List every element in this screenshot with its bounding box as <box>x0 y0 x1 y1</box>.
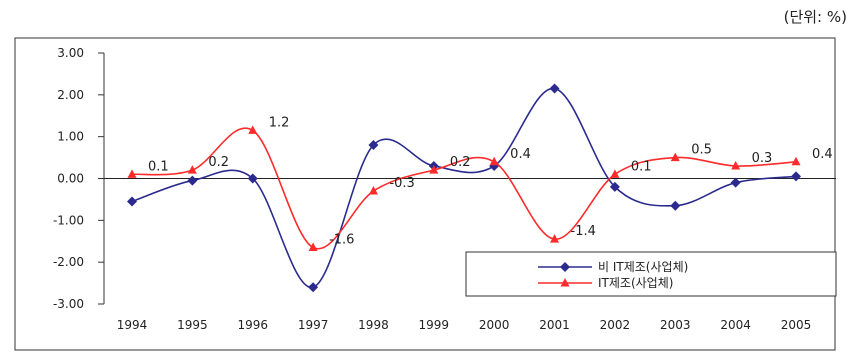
data-point <box>489 156 499 166</box>
x-tick-label: 1999 <box>419 318 450 332</box>
legend-marker <box>560 278 570 287</box>
y-tick-label: -2.00 <box>53 255 84 269</box>
data-label: 1.2 <box>269 115 290 130</box>
x-axis-ticks: 1994 1995 1996 1997 1998 1999 2000 2001 2002 2003… <box>117 318 812 332</box>
series-layer <box>127 83 801 293</box>
series-2 <box>127 125 801 252</box>
data-label: 0.2 <box>450 155 471 170</box>
data-point <box>730 177 741 188</box>
data-labels: 0.1 0.2 1.2 -1.6 -0.3 0.2 0.4 -1.4 0.1 0.5 0.3 0.4 <box>148 115 833 247</box>
data-point <box>429 165 439 174</box>
x-tick-label: 2004 <box>720 318 751 332</box>
data-label: 0.4 <box>510 147 531 162</box>
data-label: 0.3 <box>752 151 773 166</box>
data-point <box>791 156 801 166</box>
data-label: -0.3 <box>389 176 414 191</box>
data-point <box>791 171 801 182</box>
data-point <box>308 282 319 293</box>
legend-box <box>465 251 837 297</box>
x-tick-label: 1998 <box>358 318 389 332</box>
x-tick-label: 2000 <box>479 318 510 332</box>
data-point <box>610 169 620 178</box>
data-label: 0.5 <box>691 143 712 158</box>
x-tick-label: 1995 <box>177 318 208 332</box>
data-point <box>550 234 560 243</box>
y-tick-label: 3.00 <box>57 46 84 60</box>
x-tick-label: 1994 <box>117 318 148 332</box>
legend-marker <box>560 262 570 272</box>
data-point <box>127 169 137 178</box>
x-tick-label: 2001 <box>539 318 570 332</box>
series-1 <box>127 83 801 293</box>
data-point <box>187 165 197 174</box>
x-tick-label: 2002 <box>600 318 631 332</box>
data-point <box>609 181 620 192</box>
x-tick-label: 2003 <box>660 318 691 332</box>
y-tick-label: 2.00 <box>57 88 84 102</box>
data-point <box>368 186 378 195</box>
data-point <box>549 83 560 94</box>
data-label: -1.4 <box>571 224 596 239</box>
data-point <box>670 152 680 162</box>
y-tick-label: -1.00 <box>53 213 84 227</box>
y-tick-label: -3.00 <box>53 297 84 311</box>
data-point <box>187 175 198 186</box>
data-label: -1.6 <box>329 233 354 248</box>
data-label: 0.1 <box>148 159 169 174</box>
y-tick-label: 0.00 <box>57 172 84 186</box>
data-point <box>248 125 258 134</box>
data-label: 0.1 <box>631 159 652 174</box>
legend-label: IT제조(사업체) <box>598 276 673 290</box>
data-label: 0.4 <box>812 147 833 162</box>
data-point <box>127 196 137 207</box>
legend-label: 비 IT제조(사업체) <box>598 260 688 274</box>
data-point <box>670 200 681 211</box>
y-tick-label: 1.00 <box>57 130 84 144</box>
data-label: 0.2 <box>208 155 229 170</box>
x-tick-label: 1997 <box>298 318 329 332</box>
legend: 비 IT제조(사업체) IT제조(사업체) <box>465 251 837 297</box>
data-point <box>368 140 379 151</box>
chart-frame <box>14 37 836 351</box>
data-point <box>308 242 318 252</box>
unit-label: (단위: %) <box>783 8 847 26</box>
data-point <box>731 160 741 170</box>
data-point <box>247 173 258 184</box>
y-axis-ticks: 3.00 2.00 1.00 0.00 -1.00 -2.00 -3.00 <box>53 46 104 311</box>
x-tick-label: 2005 <box>781 318 812 332</box>
x-tick-label: 1996 <box>237 318 268 332</box>
